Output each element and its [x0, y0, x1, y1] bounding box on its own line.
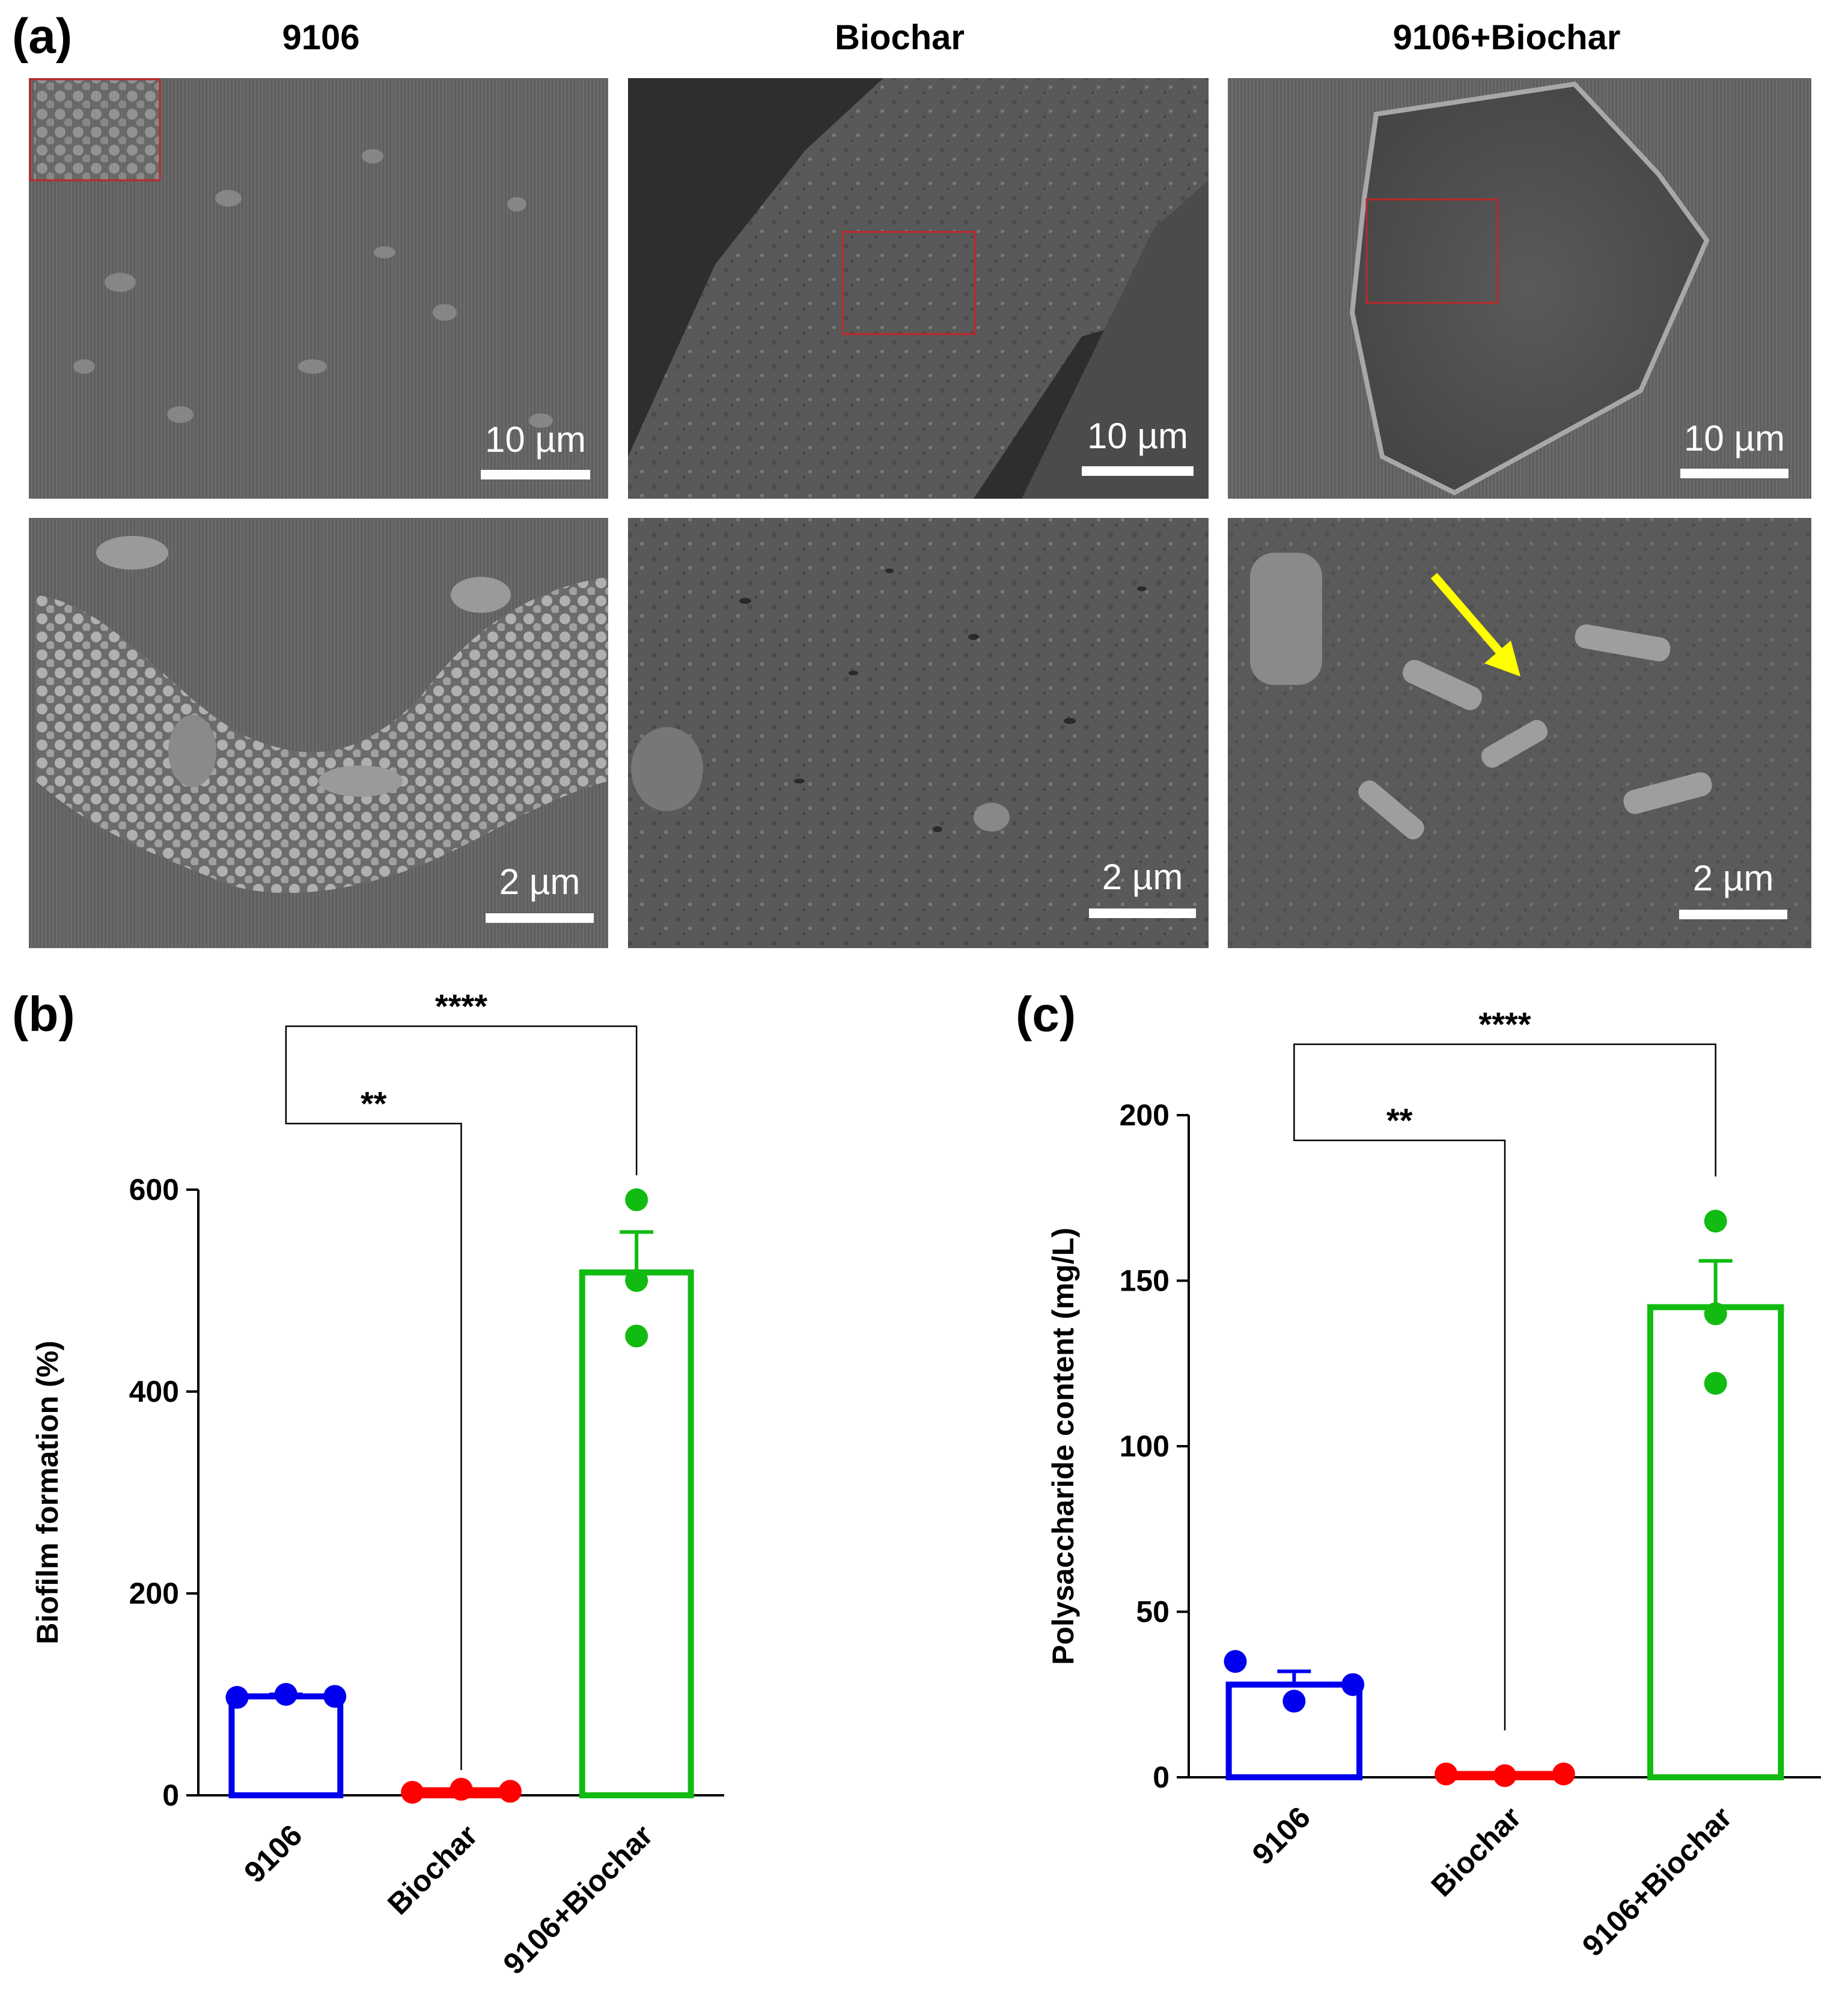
polysaccharide-point-2-1 — [1704, 1302, 1727, 1325]
chart-polysaccharide: 0 50 100 150 200 Polysaccharide content (mg/L… — [1046, 1005, 1821, 1963]
polysaccharide-point-2-2 — [1704, 1372, 1727, 1395]
sem-image-combined-zoom: 2 µm — [1228, 518, 1811, 948]
scale-label-biochar-overview: 10 µm — [1087, 416, 1188, 456]
polysaccharide-bracket-0 — [1293, 1098, 1506, 1730]
biofilm-bracket-0 — [285, 1088, 462, 1770]
scale-label-9106-overview: 10 µm — [485, 419, 586, 460]
polysaccharide-bracket-1 — [1293, 1043, 1716, 1176]
biofilm-bar-0 — [228, 1693, 344, 1799]
polysaccharide-point-0-1 — [1282, 1690, 1306, 1713]
chart-biofilm: 0 200 400 600 Biofilm formation (%) 9106 Bioch… — [31, 987, 724, 1981]
scale-label-combined-overview: 10 µm — [1684, 418, 1785, 458]
arrow-shaft — [1430, 573, 1506, 658]
sem-image-biochar-overview: 10 µm — [628, 78, 1209, 499]
biofilm-point-1-0 — [401, 1780, 424, 1804]
biofilm-point-0-0 — [225, 1686, 249, 1709]
biofilm-x-tick-label-2: 9106+Biochar — [496, 1818, 659, 1981]
panel-label-a: (a) — [12, 9, 72, 64]
polysaccharide-y-axis-title: Polysaccharide content (mg/L) — [1046, 1228, 1080, 1665]
scale-label-biochar-zoom: 2 µm — [1102, 857, 1183, 897]
biofilm-x-tick-label-1: Biochar — [381, 1818, 484, 1921]
biofilm-y-axis-title: Biofilm formation (%) — [31, 1340, 64, 1644]
polysaccharide-point-1-0 — [1435, 1762, 1458, 1786]
polysaccharide-point-1-1 — [1493, 1764, 1516, 1788]
polysaccharide-y-tick-label-4: 200 — [1120, 1098, 1169, 1132]
polysaccharide-point-1-2 — [1552, 1762, 1575, 1786]
biofilm-y-tick-label-0: 0 — [162, 1778, 179, 1812]
micrograph-column-title-biochar: Biochar — [835, 18, 965, 57]
micrograph-column-title-combined: 9106+Biochar — [1393, 18, 1621, 57]
biofilm-bar-2 — [579, 1269, 694, 1798]
polysaccharide-point-2-0 — [1704, 1209, 1727, 1233]
polysaccharide-y-tick-label-1: 50 — [1136, 1595, 1169, 1629]
inset-box-9106 — [29, 78, 161, 181]
scale-label-9106-zoom: 2 µm — [499, 862, 581, 902]
biofilm-x-tick-label-0: 9106 — [237, 1818, 308, 1889]
sem-image-biochar-zoom: 2 µm — [628, 518, 1209, 948]
biofilm-point-1-2 — [498, 1780, 522, 1803]
micrograph-column-title-9106: 9106 — [282, 18, 359, 57]
polysaccharide-x-tick-label-0: 9106 — [1246, 1800, 1317, 1871]
polysaccharide-x-tick-label-1: Biochar — [1425, 1800, 1528, 1903]
panel-label-b: (b) — [12, 987, 75, 1042]
polysaccharide-y-tick-label-2: 100 — [1120, 1429, 1169, 1463]
biofilm-significance-0: ** — [361, 1085, 387, 1122]
arrow-head — [1484, 640, 1520, 677]
biofilm-point-2-1 — [625, 1269, 648, 1292]
inset-box-combined — [1365, 198, 1499, 304]
polysaccharide-y-tick-label-0: 0 — [1153, 1760, 1169, 1794]
biofilm-point-1-1 — [450, 1777, 473, 1801]
polysaccharide-x-tick-label-2: 9106+Biochar — [1576, 1800, 1739, 1963]
biofilm-point-0-2 — [323, 1685, 347, 1708]
polysaccharide-y-tick-label-3: 150 — [1120, 1264, 1169, 1298]
biofilm-y-tick-label-1: 200 — [129, 1577, 179, 1610]
biofilm-point-0-1 — [274, 1683, 297, 1706]
biofilm-significance-1: **** — [435, 987, 487, 1025]
polysaccharide-point-0-0 — [1224, 1650, 1247, 1673]
biofilm-y-tick-label-3: 600 — [129, 1173, 179, 1206]
polysaccharide-point-0-2 — [1341, 1673, 1365, 1696]
biofilm-bracket-1 — [285, 1025, 638, 1175]
sem-image-9106-overview: 10 µm — [29, 78, 608, 499]
polysaccharide-significance-0: ** — [1386, 1101, 1413, 1139]
scale-label-combined-zoom: 2 µm — [1693, 858, 1774, 898]
polysaccharide-significance-1: **** — [1478, 1005, 1531, 1043]
panel-label-c: (c) — [1016, 987, 1076, 1042]
sem-image-combined-overview: 10 µm — [1228, 78, 1811, 499]
sem-image-9106-zoom: 2 µm — [29, 518, 608, 948]
biofilm-point-2-0 — [625, 1188, 648, 1211]
biofilm-y-tick-label-2: 400 — [129, 1375, 179, 1408]
inset-box-biochar — [841, 231, 976, 335]
biofilm-point-2-2 — [625, 1324, 648, 1348]
